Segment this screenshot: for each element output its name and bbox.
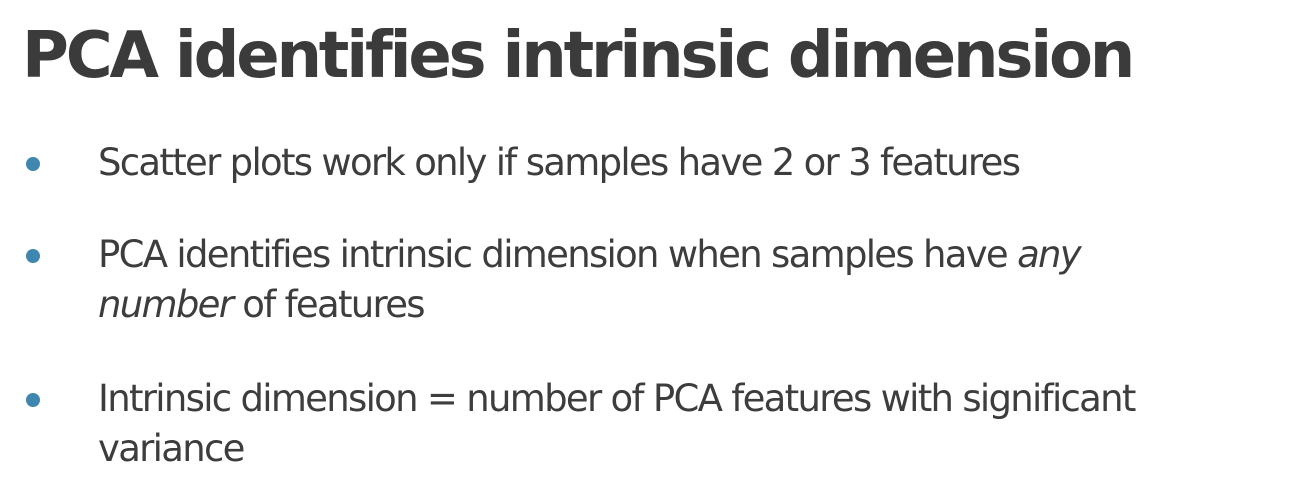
bullet-line: variance (98, 427, 245, 470)
bullet-text: Intrinsic dimension = number of PCA feat… (98, 374, 1298, 474)
bullet-dot-icon (26, 393, 40, 407)
bullet-dot-icon (26, 249, 40, 263)
bullet-text: PCA identifies intrinsic dimension when … (98, 230, 1298, 330)
bullet-line: number of features (98, 280, 1298, 330)
bullet-text-emphasis: number (98, 283, 234, 326)
bullet-line: Intrinsic dimension = number of PCA feat… (98, 377, 1136, 420)
bullet-text: Scatter plots work only if samples have … (98, 138, 1298, 188)
bullet-text-emphasis: any (1017, 233, 1082, 276)
slide-title: PCA identifies intrinsic dimension (22, 19, 1135, 93)
bullet-dot-icon (26, 157, 40, 171)
bullet-line: PCA identifies intrinsic dimension when … (98, 230, 1298, 280)
bullet-text-plain: of features (232, 283, 425, 326)
bullet-text-plain: PCA identifies intrinsic dimension when … (98, 233, 1018, 276)
bullet-line: Scatter plots work only if samples have … (98, 141, 1021, 184)
